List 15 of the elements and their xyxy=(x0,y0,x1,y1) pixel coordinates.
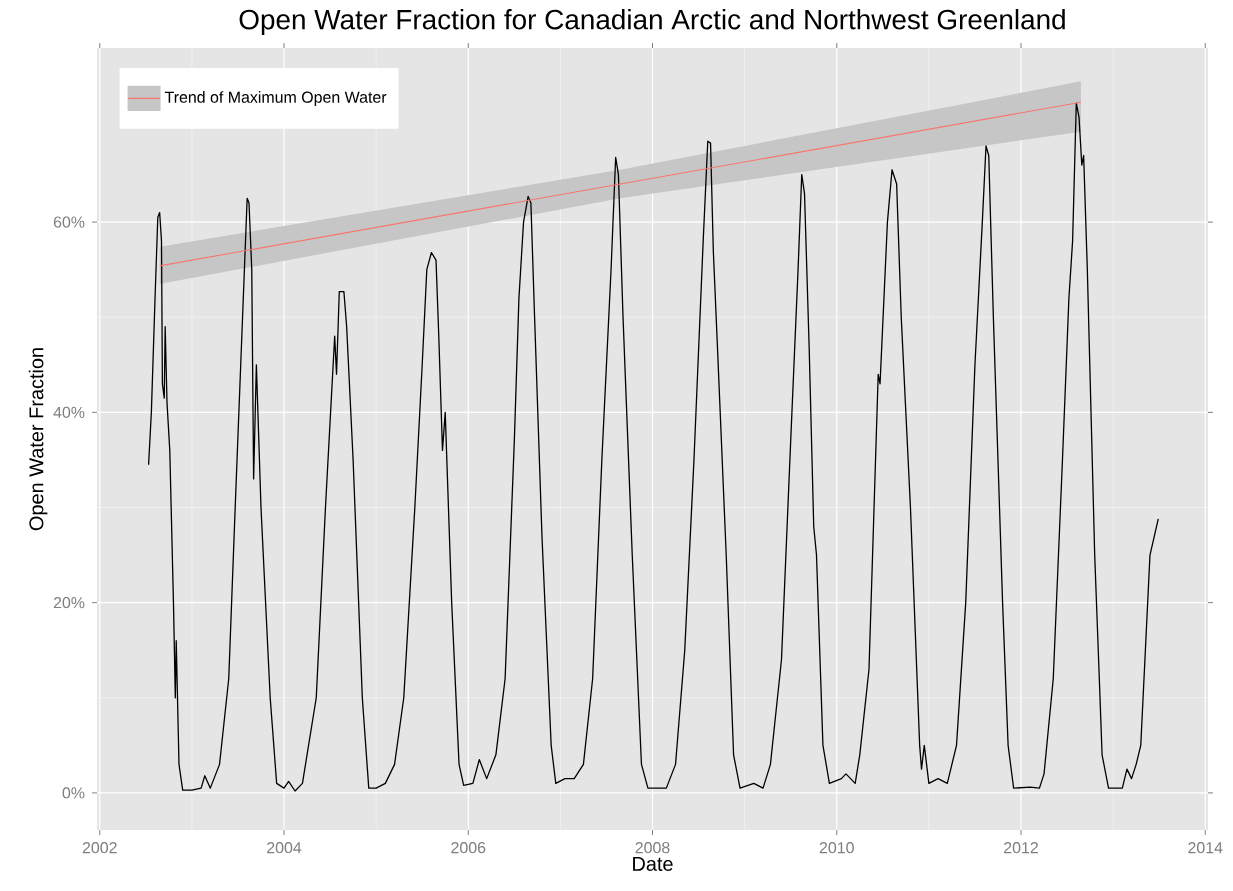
x-axis-title: Date xyxy=(633,857,673,871)
y-axis-title: Open Water Fraction xyxy=(28,348,48,531)
x-tick-label: 2006 xyxy=(451,842,486,854)
x-tick-label: 2014 xyxy=(1188,842,1223,854)
x-tick-label: 2010 xyxy=(819,842,854,854)
y-tick-label: 20% xyxy=(53,596,85,609)
x-tick-label: 2002 xyxy=(82,842,117,854)
legend-label: Trend of Maximum Open Water xyxy=(164,91,387,106)
x-tick-label: 2004 xyxy=(267,842,302,854)
chart-title: Open Water Fraction for Canadian Arctic and Northwest Greenland xyxy=(239,8,1065,35)
x-tick-label: 2012 xyxy=(1004,842,1038,854)
y-tick-label: 60% xyxy=(53,216,85,228)
x-tick-label: 2008 xyxy=(635,842,670,854)
y-tick-label: 40% xyxy=(53,406,85,419)
y-tick-label: 0% xyxy=(62,787,85,799)
